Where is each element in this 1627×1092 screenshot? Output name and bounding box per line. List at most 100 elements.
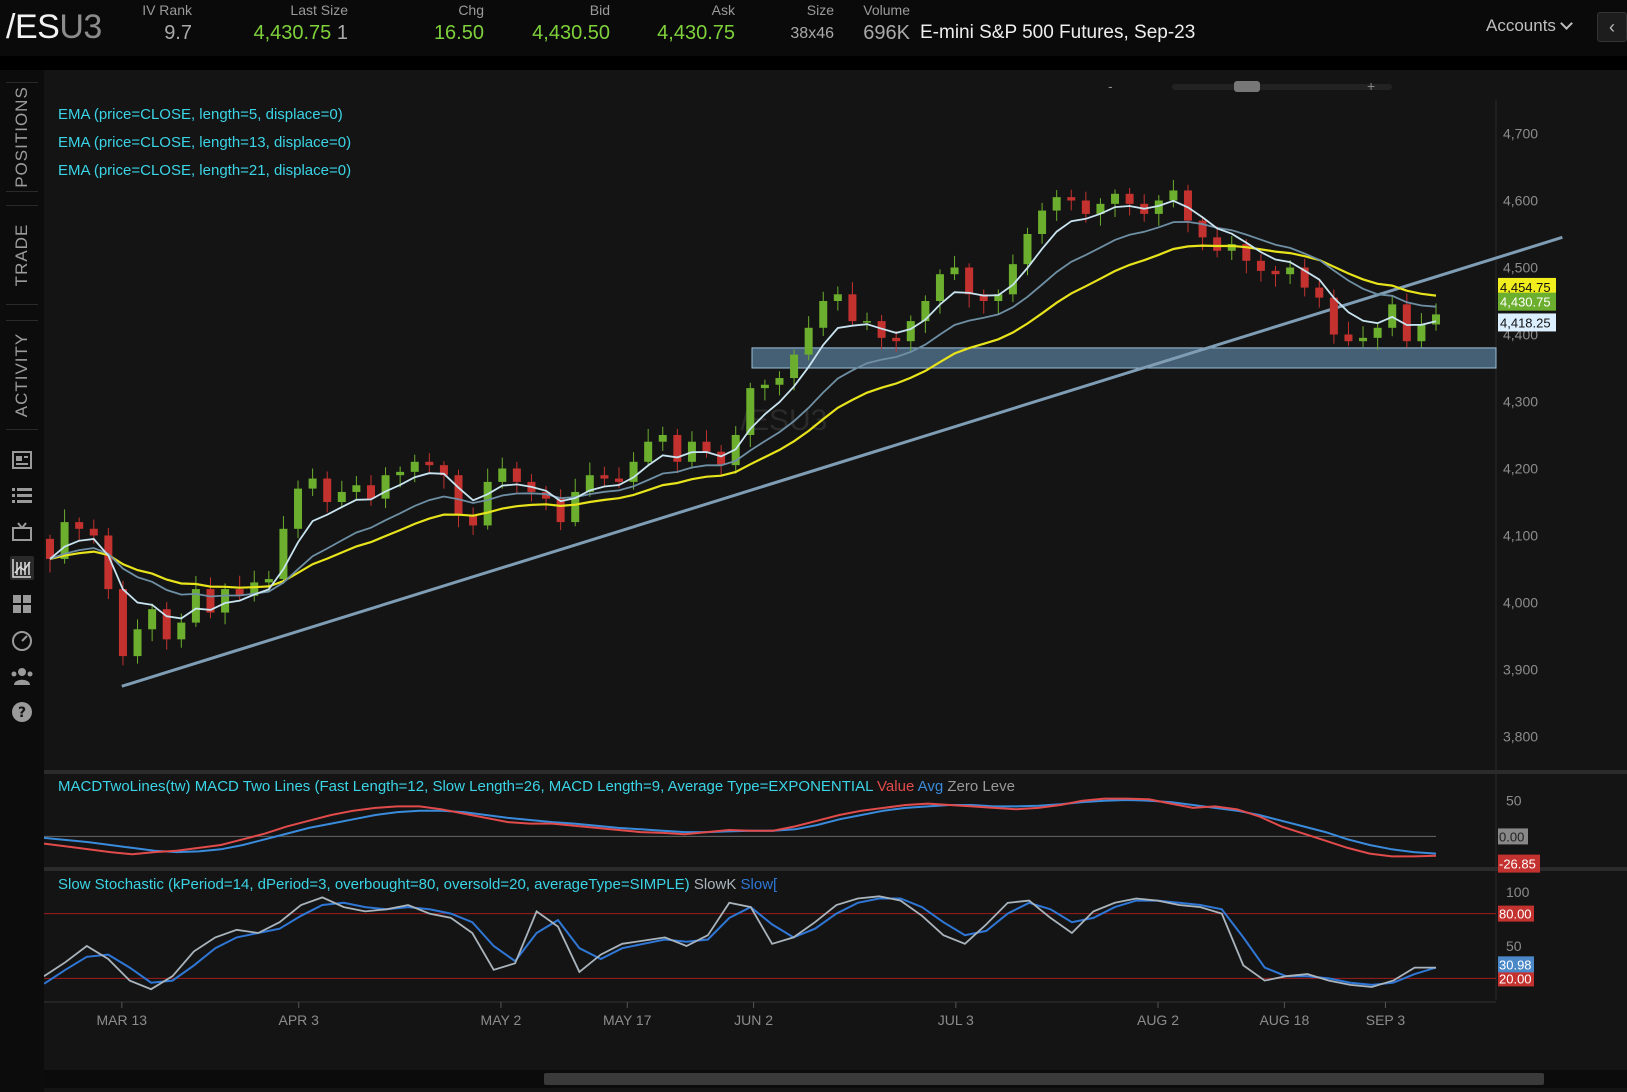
zoom-in-button[interactable]: +	[1367, 78, 1376, 94]
bid-field: Bid 4,430.50	[520, 2, 610, 45]
overbought-badge-box	[1498, 905, 1534, 922]
candle-body	[1198, 220, 1207, 238]
candle-body	[439, 465, 448, 476]
candle-body	[848, 294, 857, 322]
last-size-field: Last Size 4,430.75 1	[220, 2, 348, 45]
tab-trade[interactable]: TRADE	[6, 205, 38, 305]
candle-body	[1256, 260, 1265, 271]
x-axis-label: MAY 2	[481, 1012, 522, 1028]
volume-label: Volume	[863, 2, 910, 18]
candle-body	[585, 475, 594, 492]
iv-rank-label: IV Rank	[142, 2, 192, 18]
candle-body	[46, 538, 54, 559]
candle-body	[1125, 193, 1134, 204]
stochastic-legend-slowd: Slow[	[740, 876, 778, 893]
stochastic-study-label[interactable]: Slow Stochastic (kPeriod=14, dPeriod=3, …	[58, 876, 777, 893]
tab-activity[interactable]: ACTIVITY	[6, 320, 38, 430]
oversold-badge-box	[1498, 970, 1534, 987]
candle-body	[775, 378, 784, 385]
collapse-panel-button[interactable]: ‹	[1597, 12, 1627, 42]
tab-positions[interactable]: POSITIONS	[6, 82, 38, 192]
community-icon[interactable]	[10, 664, 34, 688]
candle-body	[1344, 334, 1353, 342]
candle-body	[1052, 197, 1061, 211]
candle-body	[454, 475, 463, 516]
zoom-out-button[interactable]: -	[1108, 78, 1113, 94]
candle-body	[950, 267, 959, 275]
slowd-line	[44, 897, 1437, 986]
x-axis-label: JUL 3	[938, 1012, 974, 1028]
candle-body	[1227, 244, 1236, 251]
candle-body	[1242, 244, 1251, 261]
zoom-slider-handle[interactable]	[1234, 81, 1260, 92]
symbol-title[interactable]: /ESU3	[6, 8, 102, 47]
oversold-badge: 20.00	[1499, 971, 1532, 986]
scrollbar-thumb[interactable]	[544, 1073, 1544, 1085]
candle-body	[279, 528, 288, 580]
ask-value[interactable]: 4,430.75	[657, 22, 735, 44]
candle-body	[352, 485, 361, 492]
grid-icon[interactable]	[10, 592, 34, 616]
candle-body	[1038, 210, 1047, 234]
candle-body	[1183, 190, 1192, 221]
ema5-study-label[interactable]: EMA (price=CLOSE, length=5, displace=0)	[58, 106, 343, 123]
candle-body	[294, 488, 303, 529]
price-axis-label: 4,300	[1503, 394, 1538, 410]
price-axis-label: 4,700	[1503, 126, 1538, 142]
chart-icon[interactable]	[10, 556, 34, 580]
ema21-line	[49, 244, 1437, 589]
candle-body	[60, 522, 69, 559]
ema13-study-label[interactable]: EMA (price=CLOSE, length=13, displace=0)	[58, 134, 352, 151]
change-label: Chg	[458, 2, 484, 18]
tv-icon[interactable]	[10, 520, 34, 544]
candle-body	[235, 589, 244, 596]
x-axis-label: SEP 3	[1366, 1012, 1406, 1028]
macd-zero-badge: 0.00	[1499, 829, 1524, 844]
macd-study-label[interactable]: MACDTwoLines(tw) MACD Two Lines (Fast Le…	[58, 778, 1015, 795]
macd-value-badge-box	[1498, 854, 1540, 873]
news-icon[interactable]	[10, 448, 34, 472]
macd-value-line	[44, 797, 1437, 858]
candle-body	[75, 522, 84, 529]
ema5-line	[49, 199, 1437, 620]
slowk-line	[44, 895, 1436, 991]
candle-body	[644, 441, 653, 462]
candle-body	[1373, 327, 1382, 338]
ema5-price-badge: 4,418.25	[1500, 315, 1551, 330]
ema21-study-label[interactable]: EMA (price=CLOSE, length=21, displace=0)	[58, 162, 352, 179]
symbol-contract: U3	[59, 8, 102, 46]
zoom-track[interactable]	[1172, 84, 1392, 90]
macd-legend-avg: Avg	[917, 778, 944, 795]
candle-body	[1315, 287, 1324, 298]
candle-body	[1067, 197, 1076, 201]
chart-canvas[interactable]: /ESU3 3,8003,9004,0004,1004,2004,3004,40…	[44, 70, 1627, 1092]
trendline	[121, 235, 1563, 688]
list-icon[interactable]	[10, 484, 34, 508]
slowd-badge: 30.98	[1499, 957, 1532, 972]
candle-body	[498, 468, 507, 482]
left-sidebar: POSITIONS TRADE ACTIVITY ?	[0, 70, 44, 1092]
gauge-icon[interactable]	[10, 628, 34, 652]
candle-body	[264, 579, 273, 583]
candle-body	[1271, 270, 1280, 275]
chart-panel[interactable]: /ESU3 3,800 3,900 4,000 4,100 4,200 4,300 4,40…	[44, 70, 1627, 1092]
price-axis-label: 4,600	[1503, 193, 1538, 209]
x-axis-label: MAY 17	[603, 1012, 652, 1028]
ask-field: Ask 4,430.75	[645, 2, 735, 45]
candle-body	[790, 354, 799, 379]
bid-label: Bid	[589, 2, 610, 18]
candle-body	[1213, 237, 1222, 251]
candle-body	[483, 481, 492, 526]
last-size-value: 1	[336, 22, 348, 44]
accounts-dropdown[interactable]: Accounts	[1486, 16, 1573, 36]
candle-body	[1359, 337, 1368, 342]
symbol-root: /ES	[6, 8, 60, 46]
candle-body	[760, 384, 769, 389]
bid-value[interactable]: 4,430.50	[532, 22, 610, 44]
macd-axis-label: 50	[1506, 793, 1522, 809]
candle-body	[148, 609, 157, 630]
ema5-price-badge-box	[1498, 313, 1556, 332]
help-icon[interactable]: ?	[10, 700, 34, 724]
size-value: 38x46	[790, 25, 834, 42]
macd-legend-zero: Zero Leve	[947, 778, 1015, 795]
